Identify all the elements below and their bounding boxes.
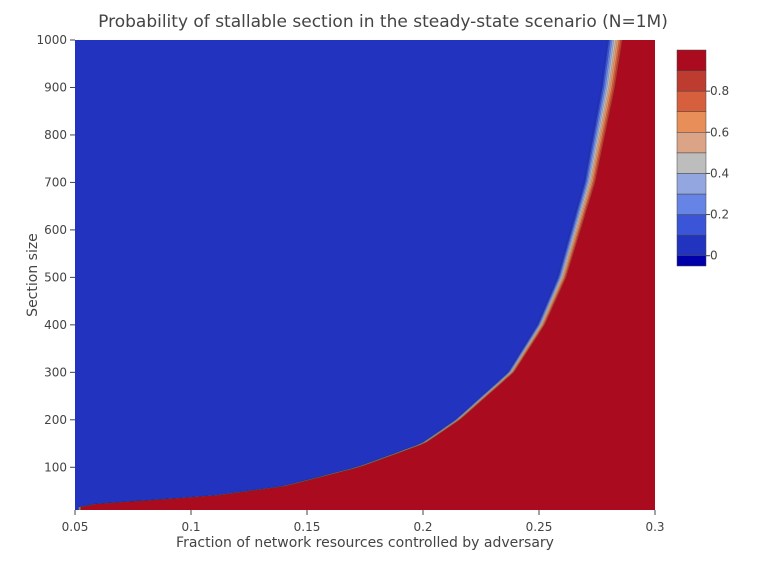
colorbar-swatch: [676, 90, 707, 112]
chart-title: Probability of stallable section in the …: [98, 12, 668, 32]
y-axis: 100 200 300 400 500 600 700 800 900 1000: [36, 33, 75, 474]
colorbar-tick-label: 0.4: [710, 166, 729, 180]
colorbar-swatch: [676, 214, 707, 236]
x-tick-label: 0.2: [413, 520, 432, 534]
y-tick-label: 1000: [36, 33, 67, 47]
colorbar-tick-label: 0: [710, 249, 718, 263]
colorbar-swatch: [676, 49, 707, 71]
colorbar-swatch: [676, 132, 707, 154]
y-tick-label: 900: [44, 80, 67, 94]
y-tick-label: 300: [44, 365, 67, 379]
colorbar-swatch: [676, 70, 707, 92]
colorbar-swatch: [676, 152, 707, 174]
colorbar-swatch: [676, 193, 707, 215]
y-tick-label: 200: [44, 413, 67, 427]
x-tick-label: 0.25: [526, 520, 553, 534]
colorbar-swatch: [676, 173, 707, 195]
x-axis-title: Fraction of network resources controlled…: [176, 535, 554, 551]
contour-band: [80, 40, 655, 510]
colorbar-tick-label: 0.6: [710, 125, 729, 139]
x-tick-label: 0.1: [181, 520, 200, 534]
y-axis-title: Section size: [25, 233, 41, 317]
colorbar-swatch: [676, 234, 707, 256]
y-tick-label: 700: [44, 175, 67, 189]
colorbar-tick-label: 0.2: [710, 208, 729, 222]
x-tick-label: 0.05: [62, 520, 89, 534]
y-tick-label: 800: [44, 128, 67, 142]
colorbar-swatch: [676, 255, 707, 267]
colorbar-tick-label: 0.8: [710, 84, 729, 98]
colorbar-swatch: [676, 111, 707, 133]
y-tick-label: 100: [44, 460, 67, 474]
y-tick-label: 600: [44, 223, 67, 237]
y-tick-label: 500: [44, 270, 67, 284]
x-axis: 0.05 0.1 0.15 0.2 0.25 0.3: [62, 510, 665, 534]
colorbar: 0 0.2 0.4 0.6 0.8: [676, 49, 729, 267]
plot-area: [75, 40, 655, 510]
y-tick-label: 400: [44, 318, 67, 332]
contour-bands: [75, 40, 655, 510]
x-tick-label: 0.15: [294, 520, 321, 534]
x-tick-label: 0.3: [645, 520, 664, 534]
